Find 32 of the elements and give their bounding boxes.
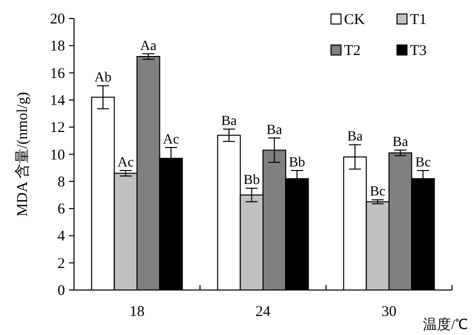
y-tick-label: 20: [50, 12, 65, 28]
x-tick-label: 24: [256, 304, 271, 320]
data-label: Bc: [370, 184, 386, 200]
data-label: Bc: [415, 156, 431, 171]
y-tick-label: 2: [58, 256, 65, 272]
y-tick-label: 16: [50, 66, 66, 82]
x-tick-label: 18: [130, 304, 144, 320]
y-tick-label: 4: [58, 228, 66, 245]
data-label: Ba: [392, 135, 409, 150]
legend-label: T2: [344, 43, 361, 59]
y-tick-label: 8: [58, 174, 65, 190]
data-label: Ba: [347, 130, 364, 145]
x-tick-label: 30: [382, 304, 396, 320]
legend-label: T3: [410, 43, 427, 59]
y-tick-label: 0: [58, 283, 65, 299]
y-tick-label: 12: [50, 120, 65, 136]
data-label: Ab: [94, 70, 112, 86]
data-label: Ac: [162, 132, 180, 148]
data-label: Aa: [140, 38, 158, 54]
legend-label: T1: [410, 12, 427, 28]
y-tick-label: 14: [50, 92, 66, 109]
data-label: Ba: [221, 114, 238, 130]
y-tick-label: 10: [50, 147, 65, 164]
y-tick-label: 18: [50, 38, 65, 55]
y-axis-title: MDA 含量/(nmol/g): [14, 92, 31, 217]
data-label: Bb: [288, 156, 306, 171]
data-label: Ac: [117, 156, 134, 171]
legend-label: CK: [344, 12, 366, 28]
x-axis-title: 温度/℃: [423, 317, 468, 333]
y-tick-label: 6: [58, 202, 66, 218]
data-label: Ba: [266, 122, 283, 138]
data-label: Bb: [243, 173, 260, 188]
